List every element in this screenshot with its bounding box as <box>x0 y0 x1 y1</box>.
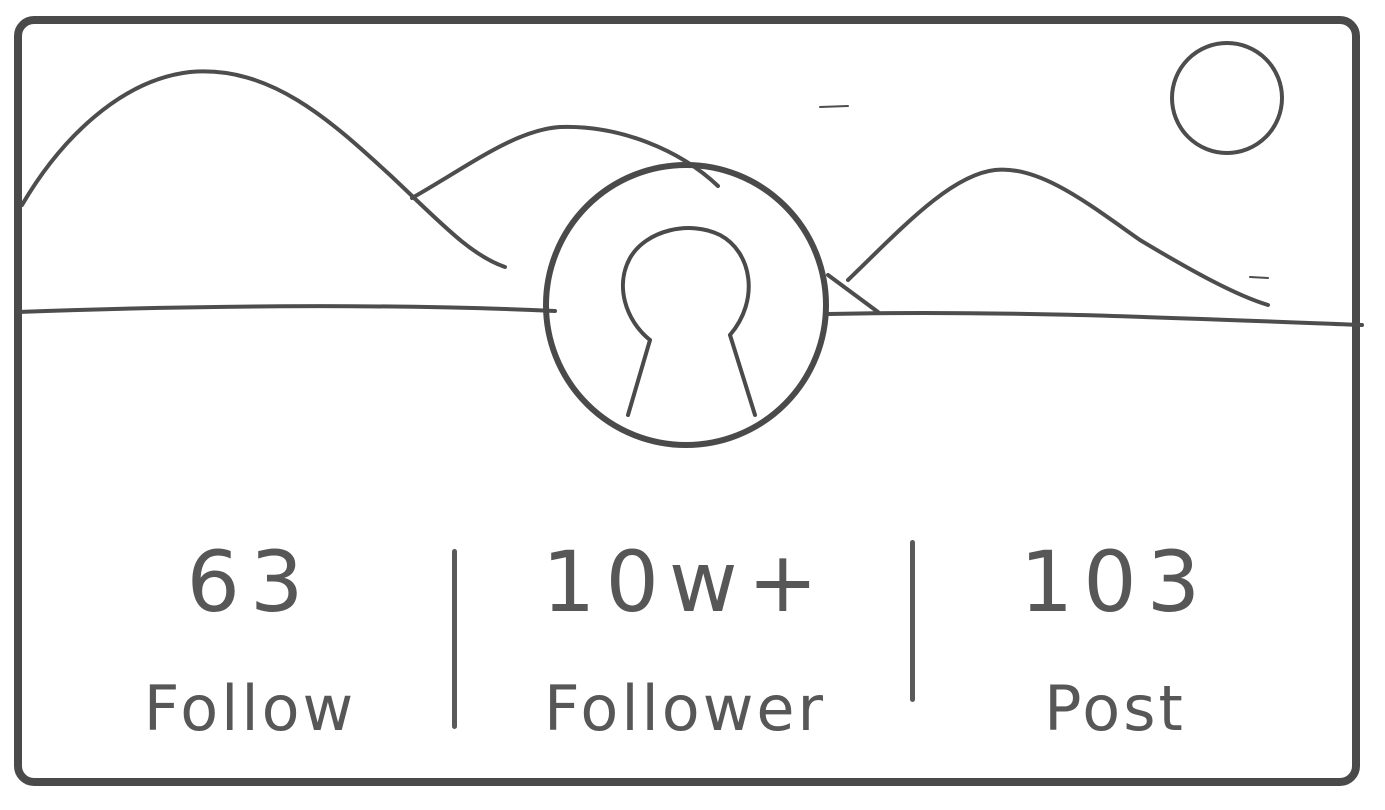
stat-follow[interactable]: 63 Follow <box>130 540 370 740</box>
sun-icon <box>1170 41 1284 155</box>
profile-card <box>14 16 1360 786</box>
horizon-line-left <box>16 304 557 314</box>
follow-count: 63 <box>186 533 314 631</box>
post-count: 103 <box>1019 533 1211 631</box>
follower-count: 10w+ <box>542 533 828 631</box>
mountain-middle <box>410 124 720 200</box>
follow-label: Follow <box>143 672 357 745</box>
stat-post[interactable]: 103 Post <box>1000 540 1230 740</box>
mountain-shadow-line <box>826 273 880 314</box>
profile-stats: 63 Follow 10w+ Follower 103 Post <box>0 540 1385 770</box>
stats-divider <box>910 540 915 702</box>
stats-divider <box>452 549 457 729</box>
post-label: Post <box>1044 672 1186 745</box>
stat-follower[interactable]: 10w+ Follower <box>505 540 865 740</box>
avatar-ring <box>543 162 829 448</box>
avatar <box>543 162 829 448</box>
mountain-right <box>846 167 1270 307</box>
user-silhouette-icon <box>620 226 757 417</box>
horizon-line-right <box>826 310 1364 327</box>
mountain-left <box>20 69 507 269</box>
follower-label: Follower <box>543 672 827 745</box>
